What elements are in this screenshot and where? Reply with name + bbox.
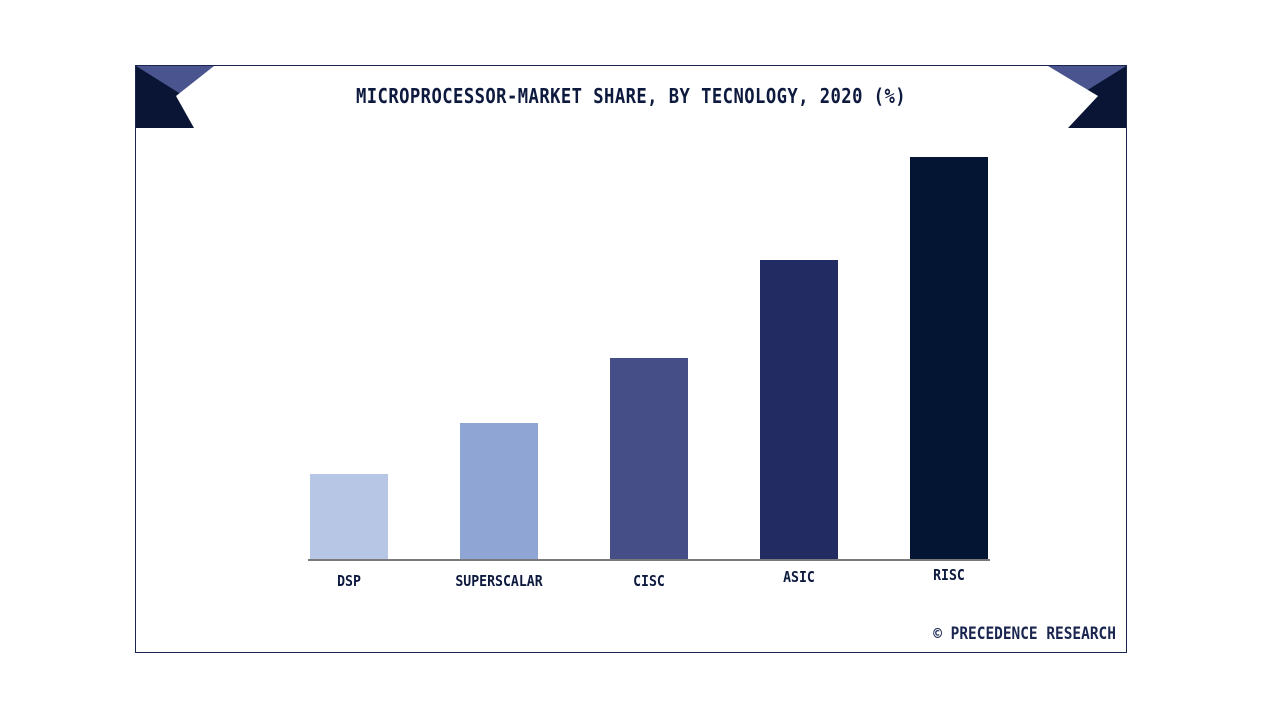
chart-frame: MICROPROCESSOR-MARKET SHARE, BY TECNOLOG… (135, 65, 1127, 653)
bar-risc (910, 157, 988, 560)
x-tick-label-risc: RISC (933, 567, 965, 584)
bar-superscalar (460, 423, 538, 560)
header-banner (136, 66, 1126, 128)
bar-group (310, 157, 988, 560)
header-right-accent (1048, 66, 1126, 96)
header-left-accent (136, 66, 214, 96)
bar-chart: DSP SUPERSCALAR CISC ASIC RISC (308, 157, 990, 590)
bar-cisc (610, 358, 688, 560)
bar-dsp (310, 474, 388, 560)
x-tick-labels: DSP SUPERSCALAR CISC ASIC RISC (337, 567, 965, 590)
x-tick-label-asic: ASIC (783, 569, 815, 586)
bar-asic (760, 260, 838, 560)
x-tick-label-dsp: DSP (337, 573, 361, 590)
source-credit: © PRECEDENCE RESEARCH (933, 624, 1116, 644)
chart-title: MICROPROCESSOR-MARKET SHARE, BY TECNOLOG… (355, 84, 907, 108)
x-tick-label-superscalar: SUPERSCALAR (455, 573, 543, 590)
x-tick-label-cisc: CISC (633, 573, 665, 590)
header-title-plate (176, 66, 1098, 128)
